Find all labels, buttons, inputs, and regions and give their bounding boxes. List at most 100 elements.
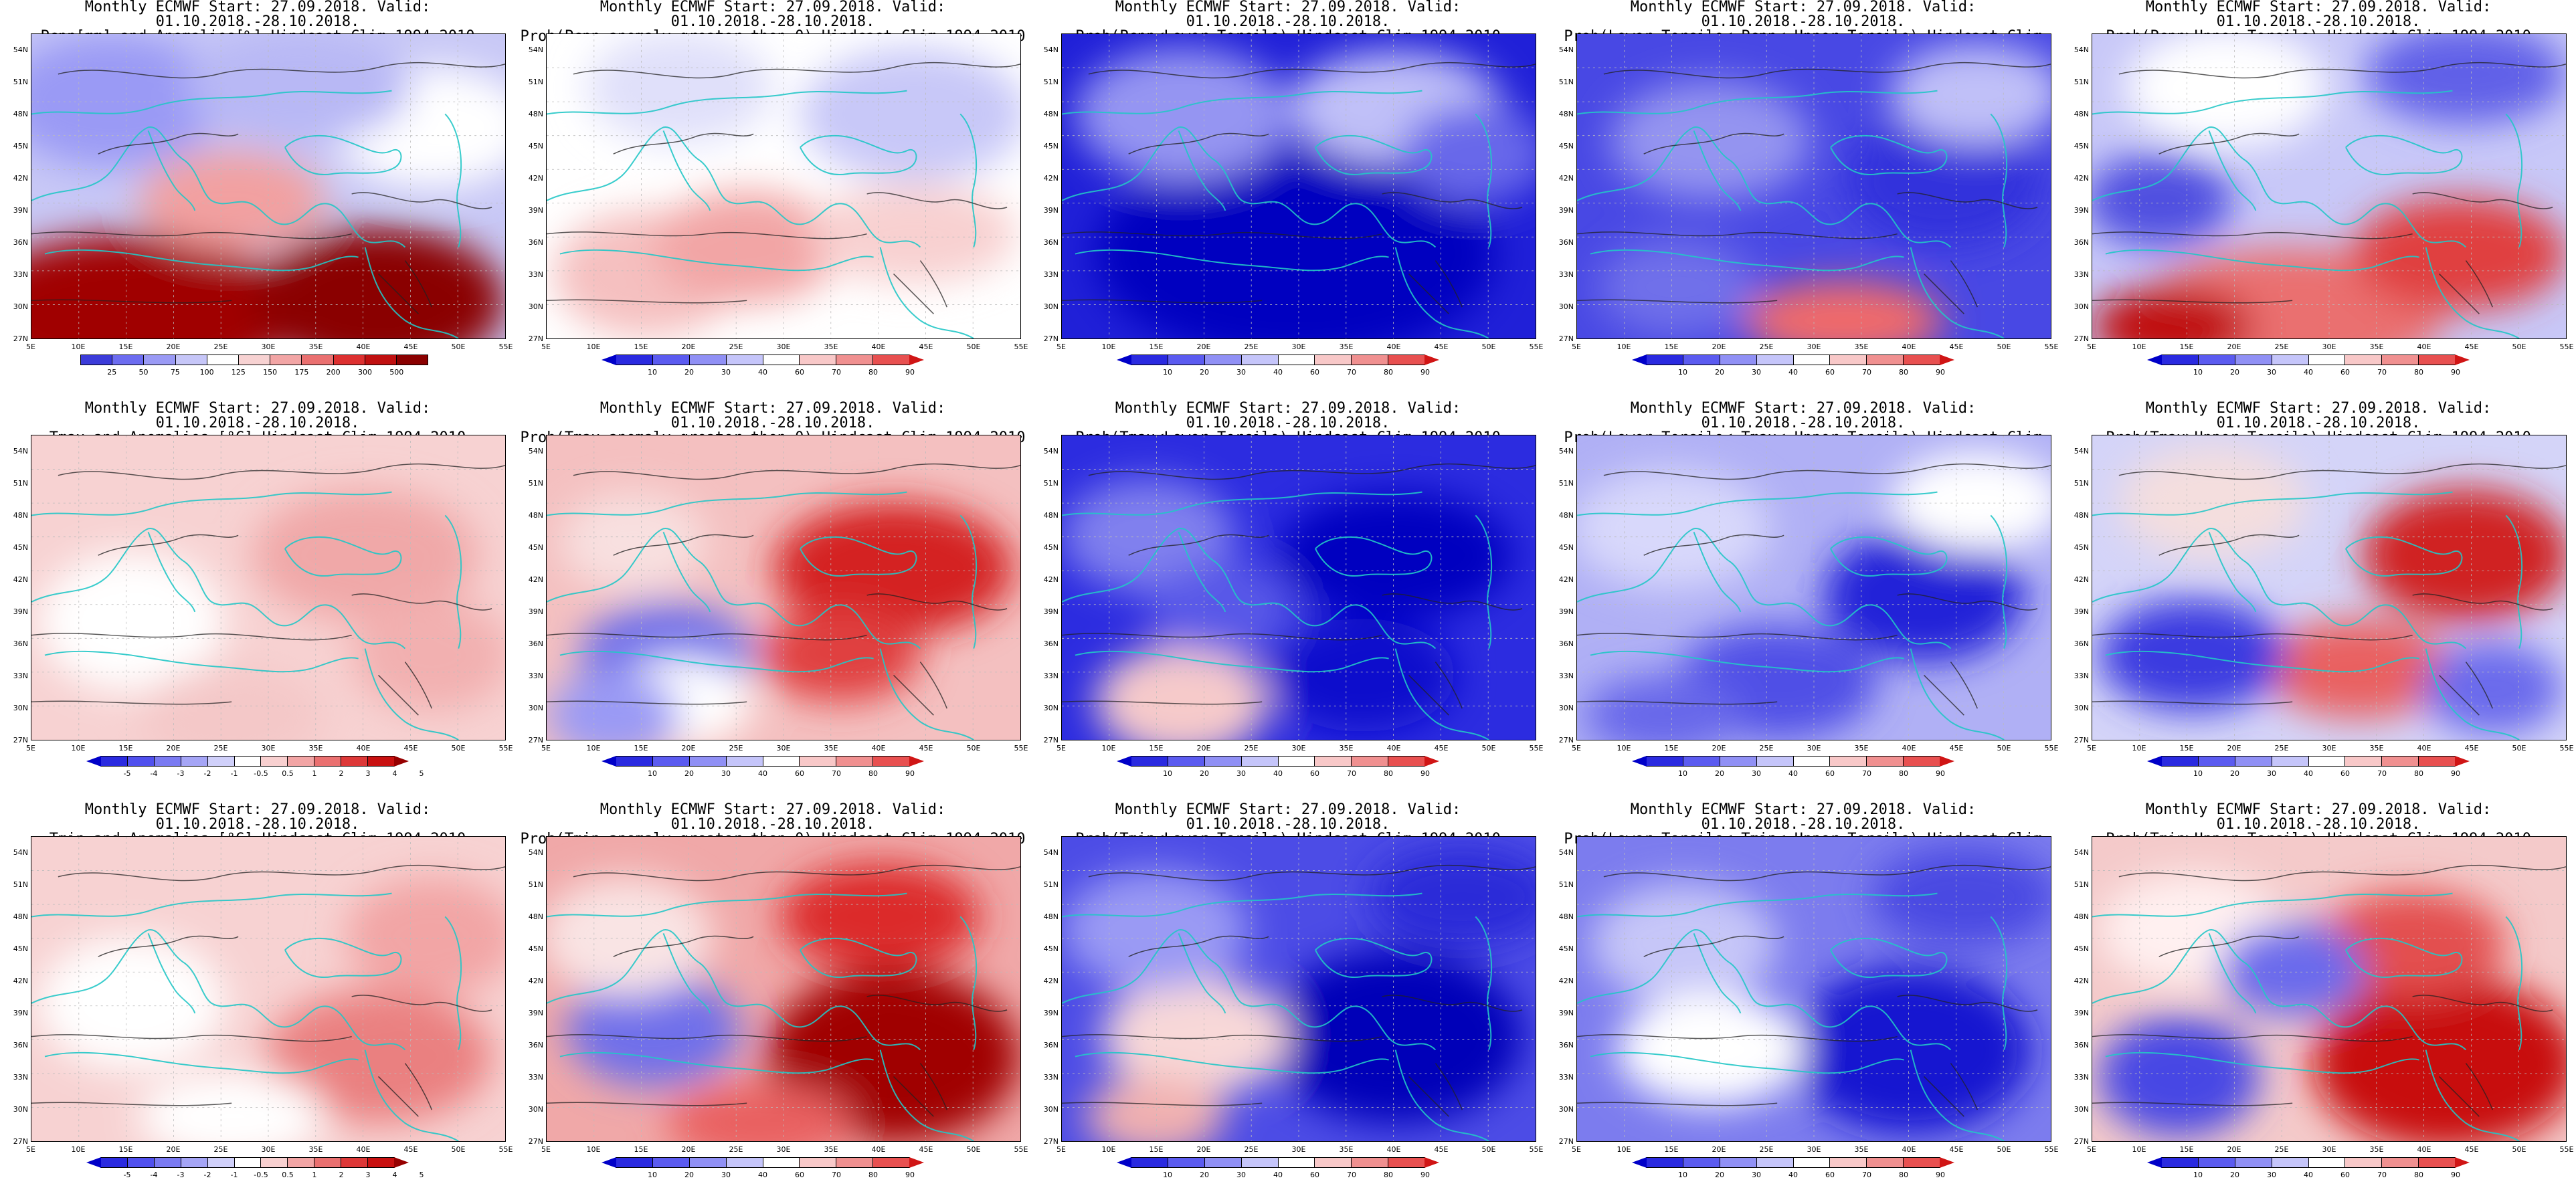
longitude-label: 20E	[681, 744, 696, 752]
longitude-label: 45E	[403, 1145, 418, 1154]
coastline	[2505, 514, 2523, 649]
colorbar-swatch	[1719, 757, 1756, 766]
longitude-label: 55E	[2559, 342, 2574, 351]
latitude-label: 42N	[528, 977, 543, 985]
longitude-label: 45E	[1434, 1145, 1449, 1154]
colorbar-swatch	[1167, 1158, 1204, 1167]
longitude-label: 25E	[213, 744, 228, 752]
colorbar-swatch	[1792, 1158, 1830, 1167]
colorbar-swatch	[1204, 1158, 1241, 1167]
colorbar-swatch	[1388, 355, 1424, 365]
coastline	[31, 90, 392, 115]
latitude-label: 33N	[1558, 1073, 1574, 1082]
longitude-label: 10E	[1617, 1145, 1631, 1154]
latitude-label: 51N	[2074, 880, 2089, 889]
colorbar-swatch	[2381, 1158, 2419, 1167]
longitude-label: 45E	[1949, 342, 1964, 351]
longitude-label: 30E	[1807, 1145, 1821, 1154]
latitude-label: 39N	[1558, 1009, 1574, 1017]
colorbar-label: 0.5	[282, 769, 294, 778]
longitude-label: 50E	[451, 342, 466, 351]
colorbar-swatch	[81, 355, 112, 365]
longitude-label: 30E	[776, 744, 791, 752]
latitude-label: 54N	[528, 45, 543, 54]
latitude-label: 45N	[13, 543, 28, 552]
contour-line	[1643, 132, 1784, 155]
coastline	[1910, 1049, 2005, 1141]
latitude-label: 39N	[1558, 206, 1574, 215]
contour-line	[2465, 662, 2494, 709]
colorbar-min-arrow	[86, 1157, 101, 1168]
contour-line	[1435, 1063, 1463, 1110]
colorbar-label: 20	[684, 368, 694, 377]
colorbar-swatch	[314, 757, 341, 766]
coastline	[2092, 929, 2467, 1051]
colorbar-swatch	[2344, 757, 2382, 766]
latitude-label: 36N	[2074, 639, 2089, 648]
contour-line	[547, 1102, 747, 1106]
colorbar-label: 40	[1788, 368, 1798, 377]
colorbar-label: 20	[684, 1171, 694, 1179]
longitude-label: 35E	[2369, 1145, 2384, 1154]
latitude-label: 51N	[1558, 479, 1574, 488]
latitude-label: 48N	[2074, 511, 2089, 520]
coastline	[364, 1049, 459, 1141]
coastline	[2425, 1049, 2520, 1141]
contour-line	[2412, 192, 2553, 209]
field-region	[252, 227, 505, 338]
colorbar-swatch	[1131, 355, 1168, 365]
coastline	[31, 126, 406, 248]
longitude-label: 40E	[1386, 342, 1401, 351]
colorbar-swatch	[367, 757, 394, 766]
coastline	[1577, 90, 1938, 115]
contour-line	[404, 260, 433, 308]
latitude-label: 27N	[2074, 736, 2089, 744]
latitude-label: 27N	[1558, 334, 1574, 343]
colorbar-swatch	[1829, 757, 1867, 766]
field-region	[780, 863, 981, 971]
panel-title-line1: Monthly ECMWF Start: 27.09.2018. Valid: …	[600, 803, 946, 833]
coastline	[2092, 528, 2467, 649]
colorbar-label: -2	[203, 769, 211, 778]
colorbar-label: 500	[389, 368, 404, 377]
colorbar-swatch	[2162, 1158, 2198, 1167]
colorbar-swatch	[836, 1158, 873, 1167]
contour-line	[2092, 700, 2293, 705]
colorbar-label: 10	[648, 368, 657, 377]
colorbar-swatch	[2418, 355, 2455, 365]
colorbar-label: 20	[1200, 368, 1209, 377]
colorbar-max-arrow	[394, 756, 409, 767]
contour-line	[378, 674, 419, 716]
longitude-label: 40E	[871, 744, 886, 752]
colorbar-label: 50	[139, 368, 149, 377]
contour-line	[573, 864, 1020, 882]
contour-line	[351, 192, 492, 209]
latitude-label: 48N	[528, 511, 543, 520]
field-region	[2352, 197, 2566, 311]
colorbar-label: 4	[392, 769, 397, 778]
coastline	[2505, 113, 2523, 247]
coastline	[2092, 126, 2467, 248]
contour-line	[919, 260, 948, 308]
colorbar-swatch	[395, 355, 428, 365]
colorbar-label: 60	[2340, 368, 2350, 377]
colorbar-swatch	[688, 1158, 726, 1167]
latitude-label: 30N	[1558, 1105, 1574, 1114]
longitude-label: 20E	[681, 342, 696, 351]
coastline	[1990, 916, 2008, 1050]
latitude-label: 30N	[13, 1105, 28, 1114]
longitude-label: 40E	[356, 744, 371, 752]
coastline	[1577, 929, 1952, 1051]
contour-line	[1088, 463, 1536, 480]
colorbar-swatch	[1682, 355, 1720, 365]
colorbar-swatch	[652, 757, 689, 766]
colorbar	[2147, 355, 2470, 365]
colorbar-label: 20	[684, 769, 694, 778]
latitude-label: 45N	[1558, 142, 1574, 150]
latitude-label: 54N	[13, 447, 28, 456]
colorbar-label: 60	[1310, 769, 1319, 778]
longitude-label: 45E	[1949, 1145, 1964, 1154]
latitude-label: 42N	[1043, 174, 1059, 183]
shaded-field	[547, 435, 1020, 740]
field-region	[1148, 562, 1296, 656]
